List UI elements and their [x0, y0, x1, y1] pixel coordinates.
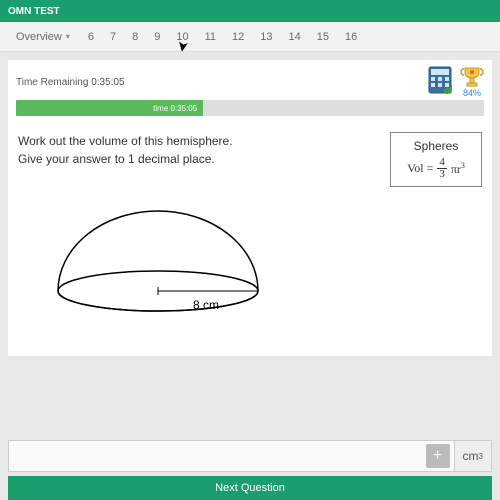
- formula-prefix: Vol =: [407, 161, 433, 176]
- plus-button[interactable]: +: [426, 444, 450, 468]
- diagram-wrap: 8 cm: [8, 195, 492, 356]
- tab-row: Overview ▾ 6 7 8 9 10 11 12 13 14 15 16: [0, 22, 500, 52]
- qnum-9[interactable]: 9: [146, 25, 168, 49]
- formula-suffix: πr3: [451, 161, 465, 177]
- progress-fill: time 0:35:05: [16, 100, 203, 116]
- qnum-14[interactable]: 14: [281, 25, 309, 49]
- test-title: OMN TEST: [8, 6, 60, 17]
- progress-label: time 0:35:05: [153, 104, 197, 113]
- question-body: Work out the volume of this hemisphere. …: [8, 124, 492, 195]
- question-text: Work out the volume of this hemisphere. …: [18, 132, 233, 168]
- qnum-8[interactable]: 8: [124, 25, 146, 49]
- qnum-12[interactable]: 12: [224, 25, 252, 49]
- formula-title: Spheres: [401, 139, 471, 153]
- header-icons: 84%: [428, 66, 484, 98]
- tab-overview[interactable]: Overview ▾: [6, 25, 80, 49]
- content-panel: Time Remaining 0:35:05 84%: [8, 60, 492, 356]
- qnum-6[interactable]: 6: [80, 25, 102, 49]
- next-label: Next Question: [215, 482, 285, 494]
- question-line-2: Give your answer to 1 decimal place.: [18, 150, 233, 168]
- unit-exp: 3: [479, 452, 483, 461]
- progress-bar: time 0:35:05: [16, 100, 484, 116]
- qnum-7[interactable]: 7: [102, 25, 124, 49]
- frac-den: 3: [437, 169, 447, 180]
- qnum-10[interactable]: 10: [168, 25, 196, 49]
- question-line-1: Work out the volume of this hemisphere.: [18, 132, 233, 150]
- score-percent: 84%: [463, 88, 481, 98]
- qnum-15[interactable]: 15: [309, 25, 337, 49]
- tab-overview-label: Overview: [16, 31, 62, 43]
- trophy-block: 84%: [460, 66, 484, 98]
- trophy-icon: [460, 66, 484, 88]
- radius-label: 8 cm: [193, 298, 219, 312]
- unit-label: cm: [463, 449, 479, 463]
- next-question-button[interactable]: Next Question: [8, 476, 492, 500]
- timer-row: Time Remaining 0:35:05 84%: [8, 60, 492, 100]
- calculator-icon[interactable]: [428, 66, 452, 94]
- formula-box: Spheres Vol = 4 3 πr3: [390, 132, 482, 187]
- answer-bar: + cm3: [8, 440, 492, 472]
- top-bar: OMN TEST: [0, 0, 500, 22]
- progress-row: time 0:35:05: [8, 100, 492, 124]
- qnum-13[interactable]: 13: [252, 25, 280, 49]
- formula-equation: Vol = 4 3 πr3: [401, 157, 471, 180]
- qnum-16[interactable]: 16: [337, 25, 365, 49]
- answer-input[interactable]: [9, 441, 426, 471]
- formula-fraction: 4 3: [437, 157, 447, 180]
- hemisphere-diagram: 8 cm: [48, 201, 278, 331]
- time-remaining-label: Time Remaining 0:35:05: [16, 77, 125, 88]
- chevron-down-icon: ▾: [66, 32, 70, 41]
- unit-box: cm3: [454, 441, 491, 471]
- qnum-11[interactable]: 11: [197, 25, 224, 49]
